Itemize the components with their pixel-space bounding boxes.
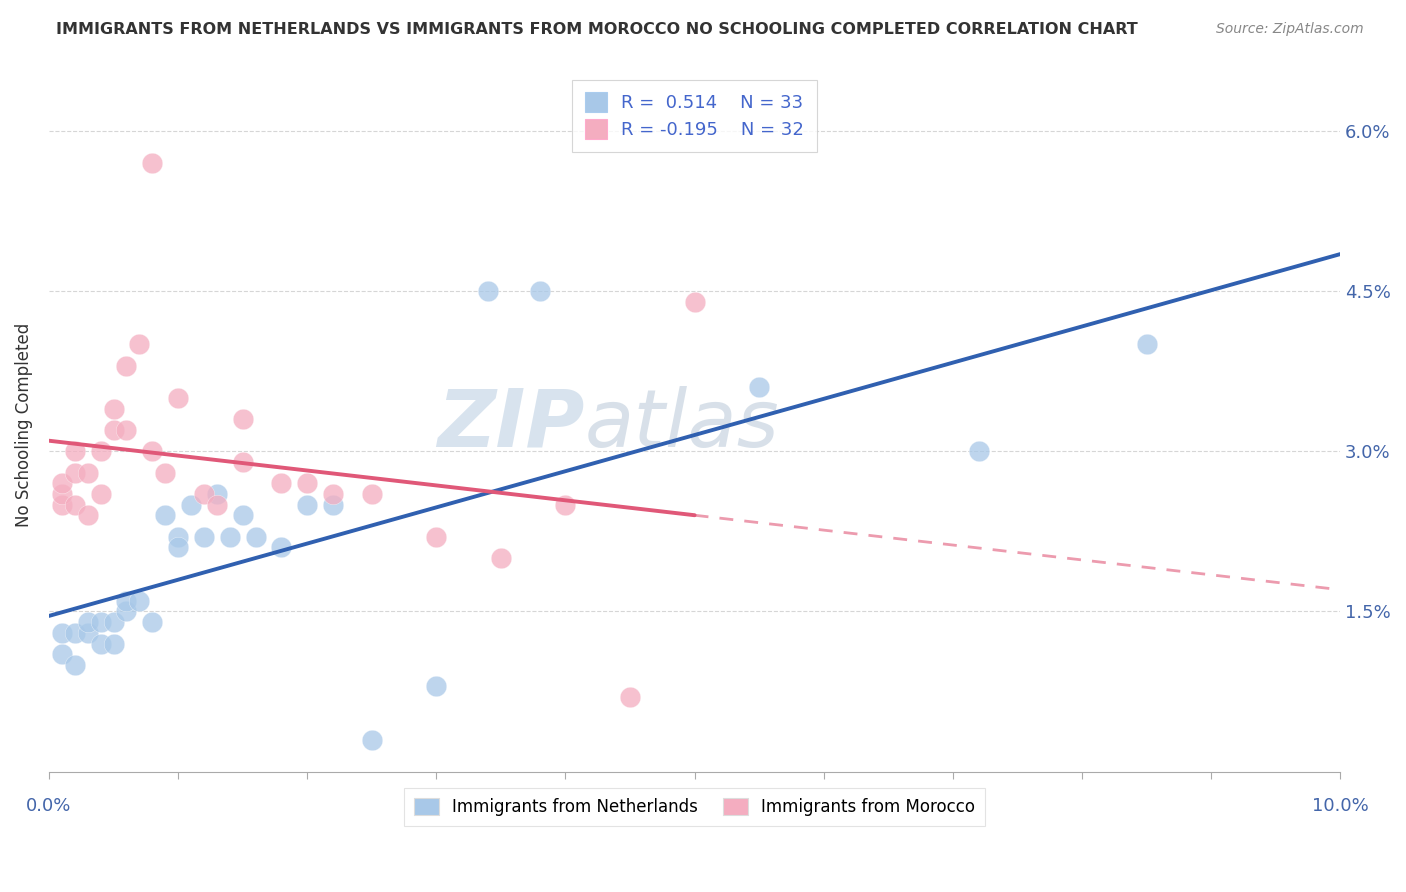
Point: [477, 284, 499, 298]
Point: [90, 636, 112, 650]
Point: [167, 530, 190, 544]
Point: [619, 690, 641, 704]
Point: [141, 444, 163, 458]
Point: [297, 476, 319, 491]
Point: [90, 444, 112, 458]
Point: [297, 498, 319, 512]
Point: [232, 455, 254, 469]
Point: [115, 594, 138, 608]
Point: [529, 284, 551, 298]
Point: [205, 498, 228, 512]
Point: [218, 530, 240, 544]
Point: [683, 294, 706, 309]
Text: IMMIGRANTS FROM NETHERLANDS VS IMMIGRANTS FROM MOROCCO NO SCHOOLING COMPLETED CO: IMMIGRANTS FROM NETHERLANDS VS IMMIGRANT…: [56, 22, 1137, 37]
Point: [270, 541, 292, 555]
Point: [153, 508, 176, 523]
Point: [115, 359, 138, 373]
Text: ZIP: ZIP: [437, 385, 585, 464]
Legend: R =  0.514    N = 33, R = -0.195    N = 32: R = 0.514 N = 33, R = -0.195 N = 32: [572, 79, 817, 152]
Point: [90, 487, 112, 501]
Point: [128, 337, 150, 351]
Point: [63, 498, 86, 512]
Point: [167, 391, 190, 405]
Point: [245, 530, 267, 544]
Point: [76, 466, 98, 480]
Point: [90, 615, 112, 629]
Point: [63, 657, 86, 672]
Point: [76, 615, 98, 629]
Point: [63, 625, 86, 640]
Point: [967, 444, 990, 458]
Point: [51, 487, 73, 501]
Point: [76, 625, 98, 640]
Text: Source: ZipAtlas.com: Source: ZipAtlas.com: [1216, 22, 1364, 37]
Point: [63, 466, 86, 480]
Point: [425, 679, 447, 693]
Point: [153, 466, 176, 480]
Point: [193, 487, 215, 501]
Y-axis label: No Schooling Completed: No Schooling Completed: [15, 322, 32, 526]
Point: [167, 541, 190, 555]
Point: [180, 498, 202, 512]
Point: [360, 487, 382, 501]
Point: [425, 530, 447, 544]
Point: [76, 508, 98, 523]
Point: [1135, 337, 1157, 351]
Point: [232, 412, 254, 426]
Point: [141, 615, 163, 629]
Point: [103, 423, 125, 437]
Point: [103, 615, 125, 629]
Point: [270, 476, 292, 491]
Point: [51, 625, 73, 640]
Text: 0.0%: 0.0%: [27, 797, 72, 814]
Point: [103, 636, 125, 650]
Point: [115, 423, 138, 437]
Point: [141, 156, 163, 170]
Point: [489, 551, 512, 566]
Point: [205, 487, 228, 501]
Point: [232, 508, 254, 523]
Point: [748, 380, 770, 394]
Point: [115, 604, 138, 618]
Point: [322, 487, 344, 501]
Point: [51, 647, 73, 661]
Point: [63, 444, 86, 458]
Text: atlas: atlas: [585, 385, 779, 464]
Point: [360, 732, 382, 747]
Point: [51, 476, 73, 491]
Text: 10.0%: 10.0%: [1312, 797, 1368, 814]
Point: [322, 498, 344, 512]
Point: [51, 498, 73, 512]
Point: [554, 498, 576, 512]
Point: [103, 401, 125, 416]
Point: [128, 594, 150, 608]
Point: [193, 530, 215, 544]
